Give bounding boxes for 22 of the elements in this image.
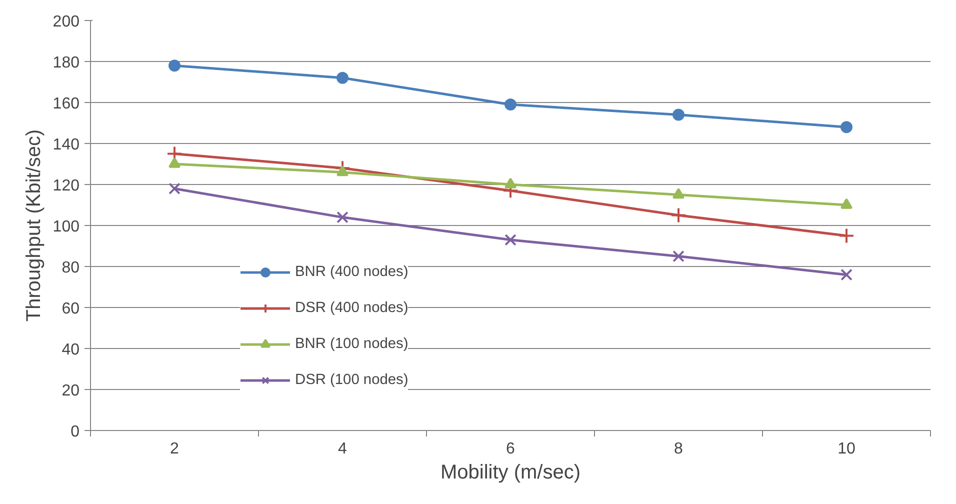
- x-tick-label: 6: [506, 440, 516, 458]
- x-tick-label: 2: [170, 440, 180, 458]
- y-tick-label: 100: [52, 218, 80, 236]
- y-tick-label: 120: [52, 178, 80, 194]
- y-tick-label: 180: [52, 54, 80, 72]
- y-tick-label: 0: [70, 424, 80, 440]
- y-tick-label: 160: [52, 96, 80, 112]
- x-tick-label: 4: [338, 440, 348, 458]
- y-tick-label: 20: [62, 382, 80, 400]
- legend-label: BNR (100 nodes): [295, 336, 408, 352]
- y-tick-label: 40: [62, 342, 80, 358]
- y-axis-title: Throughput (Kbit/sec): [22, 129, 45, 322]
- y-tick-label: 200: [52, 14, 80, 30]
- y-tick-label: 80: [62, 260, 80, 276]
- y-tick-label: 60: [62, 300, 80, 318]
- x-tick-label: 10: [838, 440, 856, 458]
- legend-label: DSR (400 nodes): [295, 300, 408, 316]
- legend-label: BNR (400 nodes): [295, 264, 408, 280]
- x-tick-label: 8: [674, 440, 684, 458]
- y-tick-label: 140: [52, 136, 80, 154]
- legend-label: DSR (100 nodes): [295, 372, 408, 388]
- x-axis-title: Mobility (m/sec): [440, 462, 581, 484]
